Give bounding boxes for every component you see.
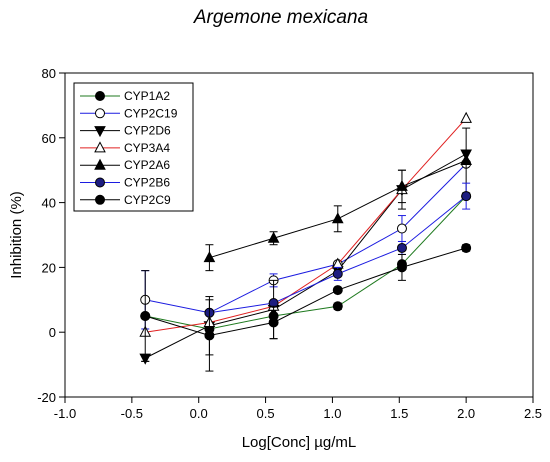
chart-title: Argemone mexicana — [193, 7, 368, 28]
legend-label: CYP3A4 — [124, 141, 170, 155]
legend-marker — [95, 194, 105, 205]
y-tick-label: 20 — [42, 260, 56, 275]
legend-label: CYP2D6 — [124, 124, 171, 138]
legend-label: CYP2A6 — [124, 158, 170, 172]
legend-item-cyp3a4: CYP3A4 — [80, 141, 170, 155]
legend-item-cyp2d6: CYP2D6 — [80, 124, 171, 138]
x-tick-label: 0.0 — [190, 406, 208, 421]
legend-item-cyp2a6: CYP2A6 — [80, 158, 170, 172]
series-line — [145, 163, 467, 314]
legend-label: CYP2C9 — [124, 193, 171, 207]
series-layer — [139, 111, 472, 372]
legend-label: CYP2B6 — [124, 176, 170, 190]
legend-item-cyp2c19: CYP2C19 — [80, 106, 178, 120]
data-point — [396, 242, 407, 253]
legend-marker — [94, 126, 106, 138]
data-point — [140, 311, 151, 321]
legend-marker — [95, 91, 105, 101]
y-tick-label: 40 — [42, 196, 56, 211]
data-point — [332, 301, 343, 312]
legend-marker — [95, 108, 105, 119]
y-axis: -20 0 20 40 60 80 — [37, 66, 65, 405]
series-line — [145, 153, 467, 359]
data-point — [461, 242, 472, 253]
y-tick-label: 0 — [49, 325, 56, 340]
data-point — [332, 285, 343, 296]
legend-marker — [95, 177, 105, 188]
legend-marker — [94, 141, 106, 153]
data-point — [332, 268, 343, 279]
legend: CYP1A2 CYP2C19 CYP2D6 CYP3A4 CYP2A6 CYP2B6 CYP… — [73, 82, 194, 212]
data-point — [396, 179, 408, 191]
x-axis-label: Log[Conc] µg/mL — [242, 434, 357, 451]
x-tick-label: 2.0 — [457, 406, 475, 421]
data-point — [460, 153, 472, 165]
series-line — [145, 247, 467, 336]
data-point — [204, 330, 215, 341]
data-point — [396, 262, 407, 273]
data-point — [267, 231, 280, 243]
series-line — [145, 195, 467, 330]
x-tick-label: 2.5 — [524, 406, 542, 421]
plot-frame — [64, 72, 534, 398]
data-point — [268, 317, 279, 328]
series-line — [145, 118, 467, 333]
data-point — [203, 251, 216, 263]
y-tick-label: -20 — [37, 390, 56, 405]
legend-label: CYP1A2 — [124, 89, 170, 103]
x-tick-label: -0.5 — [121, 406, 143, 421]
data-point — [461, 191, 472, 202]
legend-box — [73, 82, 194, 212]
series-cyp2c9 — [140, 242, 472, 372]
data-point — [460, 111, 472, 123]
series-cyp1a2 — [140, 191, 472, 334]
series-cyp2b6 — [204, 182, 472, 318]
x-tick-label: 1.5 — [390, 406, 408, 421]
legend-item-cyp2b6: CYP2B6 — [80, 176, 170, 190]
x-axis: -1.0 -0.5 0.0 0.5 1.0 1.5 2.0 2.5 — [54, 397, 542, 421]
legend-item-cyp2c9: CYP2C9 — [80, 193, 171, 207]
data-point — [396, 223, 407, 234]
legend-item-cyp1a2: CYP1A2 — [80, 89, 170, 103]
x-tick-label: -1.0 — [54, 406, 76, 421]
x-tick-label: 1.0 — [323, 406, 341, 421]
legend-marker — [94, 158, 106, 170]
legend-label: CYP2C19 — [124, 106, 178, 120]
y-tick-label: 80 — [42, 66, 56, 81]
y-axis-label: Inhibition (%) — [8, 191, 25, 279]
data-point — [331, 212, 344, 224]
y-tick-label: 60 — [42, 131, 56, 146]
x-tick-label: 0.5 — [257, 406, 275, 421]
